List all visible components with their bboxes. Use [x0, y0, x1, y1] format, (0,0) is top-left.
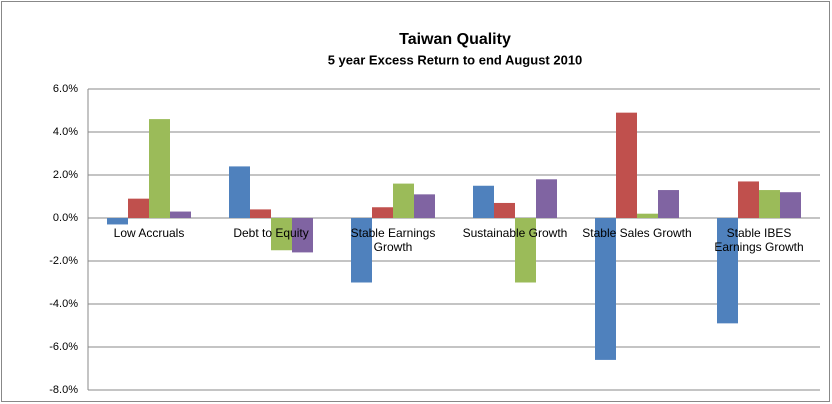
bar [637, 213, 658, 218]
bar [128, 198, 149, 218]
bar [616, 112, 637, 218]
bar [595, 218, 616, 360]
y-tick-label: -6.0% [49, 341, 78, 353]
bar [780, 192, 801, 218]
bar [494, 202, 515, 218]
x-tick-label: Stable IBES Earnings Growth [714, 226, 804, 254]
y-tick-label: -4.0% [49, 298, 78, 310]
bar [372, 207, 393, 218]
bar [351, 218, 372, 283]
y-tick-label: 4.0% [53, 126, 78, 138]
x-tick-label: Stable Sales Growth [582, 226, 692, 240]
y-tick-label: 2.0% [53, 169, 78, 181]
y-tick-label: -2.0% [49, 255, 78, 267]
bar [717, 218, 738, 324]
x-tick-label: Debt to Equity [233, 226, 309, 240]
y-tick-label: 6.0% [53, 83, 78, 95]
bar [229, 166, 250, 218]
y-tick-label: 0.0% [53, 212, 78, 224]
bar [250, 209, 271, 218]
bar [170, 211, 191, 218]
bar [738, 181, 759, 218]
bar [515, 218, 536, 283]
bar [414, 194, 435, 218]
bar [473, 185, 494, 218]
x-tick-label: Low Accruals [113, 226, 185, 240]
chart-title: Taiwan Quality [399, 31, 511, 48]
chart-subtitle: 5 year Excess Return to end August 2010 [328, 52, 583, 67]
bar [393, 183, 414, 218]
bar [759, 190, 780, 218]
bar [658, 190, 679, 218]
bar [271, 218, 292, 251]
bar [149, 119, 170, 218]
x-tick-label: Stable Earnings Growth [350, 226, 436, 254]
bar [536, 179, 557, 218]
bar [292, 218, 313, 253]
bar [107, 218, 128, 225]
y-tick-label: -8.0% [49, 384, 78, 396]
x-tick-label: Sustainable Growth [462, 226, 568, 240]
